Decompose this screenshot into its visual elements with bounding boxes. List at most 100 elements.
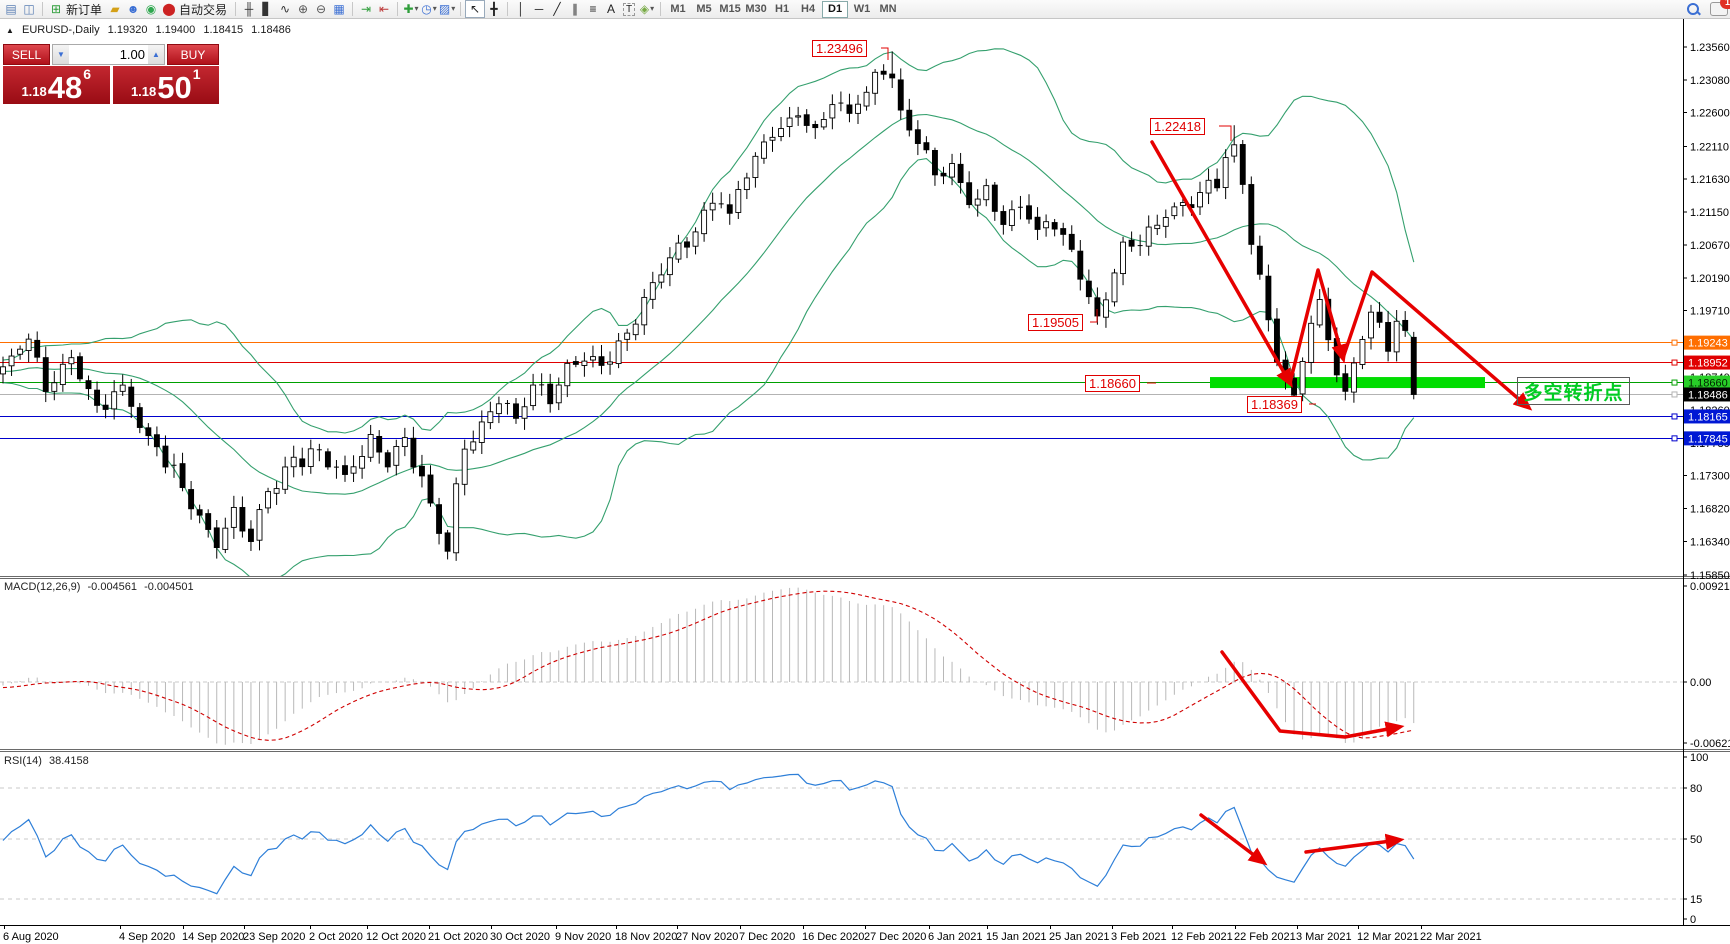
auto-scroll-icon[interactable]: ⇥ bbox=[361, 2, 372, 16]
new-order-icon[interactable]: ⊞ bbox=[50, 2, 62, 16]
price-callout-label[interactable]: 1.19505 bbox=[1028, 314, 1083, 331]
bollinger-band-u[interactable] bbox=[2, 48, 1415, 434]
price-callout-label[interactable]: 1.18369 bbox=[1247, 396, 1302, 413]
cursor-icon[interactable]: ↖ bbox=[465, 0, 486, 18]
fibonacci-icon[interactable]: ≡ bbox=[589, 2, 597, 16]
search-icon[interactable] bbox=[1684, 1, 1702, 17]
price-axis-box bbox=[1684, 375, 1730, 390]
navigator-icon[interactable]: ☻ bbox=[126, 2, 140, 16]
zoom-in-icon[interactable]: ⊕ bbox=[298, 2, 309, 16]
price-callout-label[interactable]: 1.18660 bbox=[1085, 375, 1140, 392]
line-chart-icon[interactable]: ∿ bbox=[280, 2, 291, 16]
bear-candle bbox=[162, 445, 169, 468]
rsi-line[interactable] bbox=[2, 773, 1415, 895]
bull-candle bbox=[222, 527, 229, 550]
market-watch-icon[interactable]: ▰ bbox=[110, 2, 120, 16]
horizontal-line-icon[interactable]: ─ bbox=[534, 2, 544, 16]
timeframe-m15[interactable]: M15 bbox=[719, 2, 741, 15]
timeframe-h4[interactable]: H4 bbox=[801, 2, 816, 15]
level-anchor-square[interactable] bbox=[1671, 359, 1678, 366]
bull-candle bbox=[692, 231, 699, 247]
indicators-icon[interactable]: ✚ ▾ bbox=[403, 2, 419, 16]
periods-icon[interactable]: ◷ ▾ bbox=[421, 2, 437, 16]
macd-value-main: -0.004561 bbox=[87, 581, 138, 593]
level-anchor-square[interactable] bbox=[1671, 413, 1678, 420]
templates-icon[interactable]: ▨ ▾ bbox=[438, 2, 456, 16]
candlestick-icon[interactable]: ▋ bbox=[262, 2, 272, 16]
text-icon[interactable]: A bbox=[607, 2, 616, 16]
trend-arrow[interactable] bbox=[1220, 650, 1405, 739]
price-tick-label: 1.16820 bbox=[1690, 504, 1730, 516]
vertical-line-icon[interactable]: │ bbox=[517, 2, 525, 16]
bull-candle bbox=[1231, 144, 1238, 157]
bear-candle bbox=[1034, 216, 1041, 230]
ask-price-tile[interactable]: 1.18 50 1 bbox=[112, 66, 219, 104]
chart-shift-icon[interactable]: ⇤ bbox=[379, 2, 390, 16]
bar-chart-icon[interactable]: ╫ bbox=[244, 2, 254, 16]
timeframe-m5[interactable]: M5 bbox=[696, 2, 712, 15]
price-callout-label[interactable]: 1.23496 bbox=[812, 40, 867, 57]
bull-candle bbox=[1111, 272, 1118, 303]
new-order-icon-label[interactable]: 新订单 bbox=[66, 2, 103, 17]
volume-down-button[interactable]: ▼ bbox=[53, 45, 69, 64]
trend-arrow[interactable] bbox=[1150, 140, 1293, 388]
trend-arrow[interactable] bbox=[1304, 833, 1405, 854]
macd-signal-line[interactable] bbox=[2, 590, 1414, 741]
ohlc-high: 1.19400 bbox=[155, 24, 196, 36]
autotrading-icon-label[interactable]: 自动交易 bbox=[179, 2, 228, 17]
trendline-icon[interactable]: ╱ bbox=[553, 2, 561, 16]
trend-arrow[interactable] bbox=[1341, 270, 1533, 411]
bull-candle bbox=[453, 483, 460, 554]
text-label-icon[interactable]: T bbox=[620, 1, 638, 17]
bull-candle bbox=[649, 282, 656, 300]
bull-candle bbox=[607, 361, 613, 365]
trend-arrow[interactable] bbox=[1199, 813, 1268, 866]
level-anchor-square[interactable] bbox=[1671, 435, 1678, 442]
timeframe-w1[interactable]: W1 bbox=[853, 2, 871, 15]
bull-candle bbox=[675, 242, 682, 260]
turning-point-text: 多空转折点 bbox=[1523, 382, 1624, 404]
price-callout-label[interactable]: 1.22418 bbox=[1150, 118, 1205, 135]
bull-candle bbox=[1222, 157, 1229, 188]
arrows-icon[interactable]: ◈ ▾ bbox=[639, 2, 655, 16]
crosshair-icon[interactable]: ╋ bbox=[490, 2, 498, 16]
level-anchor-square[interactable] bbox=[1671, 391, 1678, 398]
zoom-out-icon[interactable]: ⊖ bbox=[316, 2, 327, 16]
buy-button[interactable]: BUY bbox=[167, 44, 219, 65]
timeframe-m1[interactable]: M1 bbox=[670, 2, 686, 15]
chart-profile-icon[interactable]: ◫ bbox=[23, 2, 35, 16]
tile-windows-icon[interactable]: ▦ bbox=[333, 2, 345, 16]
price-axis-box-label: 1.19243 bbox=[1688, 338, 1728, 350]
autotrading-icon[interactable]: ⬤ bbox=[162, 2, 176, 16]
timeframe-mn[interactable]: MN bbox=[879, 2, 897, 15]
bear-candle bbox=[897, 79, 904, 111]
price-tick-label: 1.20190 bbox=[1690, 273, 1730, 285]
chat-icon[interactable]: 1 bbox=[1710, 0, 1730, 17]
bear-candle bbox=[726, 204, 733, 214]
symbol-title: EURUSD-,Daily bbox=[21, 24, 100, 36]
timeframe-d1[interactable]: D1 bbox=[822, 0, 849, 18]
bull-candle bbox=[743, 177, 750, 191]
trend-arrow[interactable] bbox=[1288, 268, 1348, 385]
new-chart-icon[interactable]: ▤ bbox=[5, 2, 17, 16]
level-anchor-square[interactable] bbox=[1671, 339, 1678, 346]
volume-up-button[interactable]: ▲ bbox=[148, 45, 164, 64]
expand-arrow-icon[interactable]: ▲ bbox=[6, 26, 14, 35]
bull-candle bbox=[1359, 339, 1366, 365]
sell-button[interactable]: SELL bbox=[3, 44, 50, 65]
one-click-trading-panel: SELL ▼ ▲ BUY 1.18 48 6 1.18 50 1 bbox=[3, 44, 219, 104]
timeframe-h1[interactable]: H1 bbox=[775, 2, 790, 15]
volume-input[interactable] bbox=[69, 45, 148, 64]
level-anchor-square[interactable] bbox=[1671, 379, 1678, 386]
bull-candle bbox=[290, 456, 297, 468]
bear-candle bbox=[991, 184, 998, 212]
bollinger-band-m[interactable] bbox=[2, 113, 1415, 495]
turning-point-label-box[interactable]: 多空转折点 bbox=[1517, 377, 1630, 405]
timeframe-m30[interactable]: M30 bbox=[745, 2, 767, 15]
bollinger-band-l[interactable] bbox=[2, 158, 1415, 580]
bid-price-tile[interactable]: 1.18 48 6 bbox=[3, 66, 110, 104]
bear-candle bbox=[299, 458, 306, 468]
alerts-icon[interactable]: ◉ bbox=[145, 2, 157, 16]
channel-icon[interactable]: ∥ bbox=[572, 2, 579, 16]
